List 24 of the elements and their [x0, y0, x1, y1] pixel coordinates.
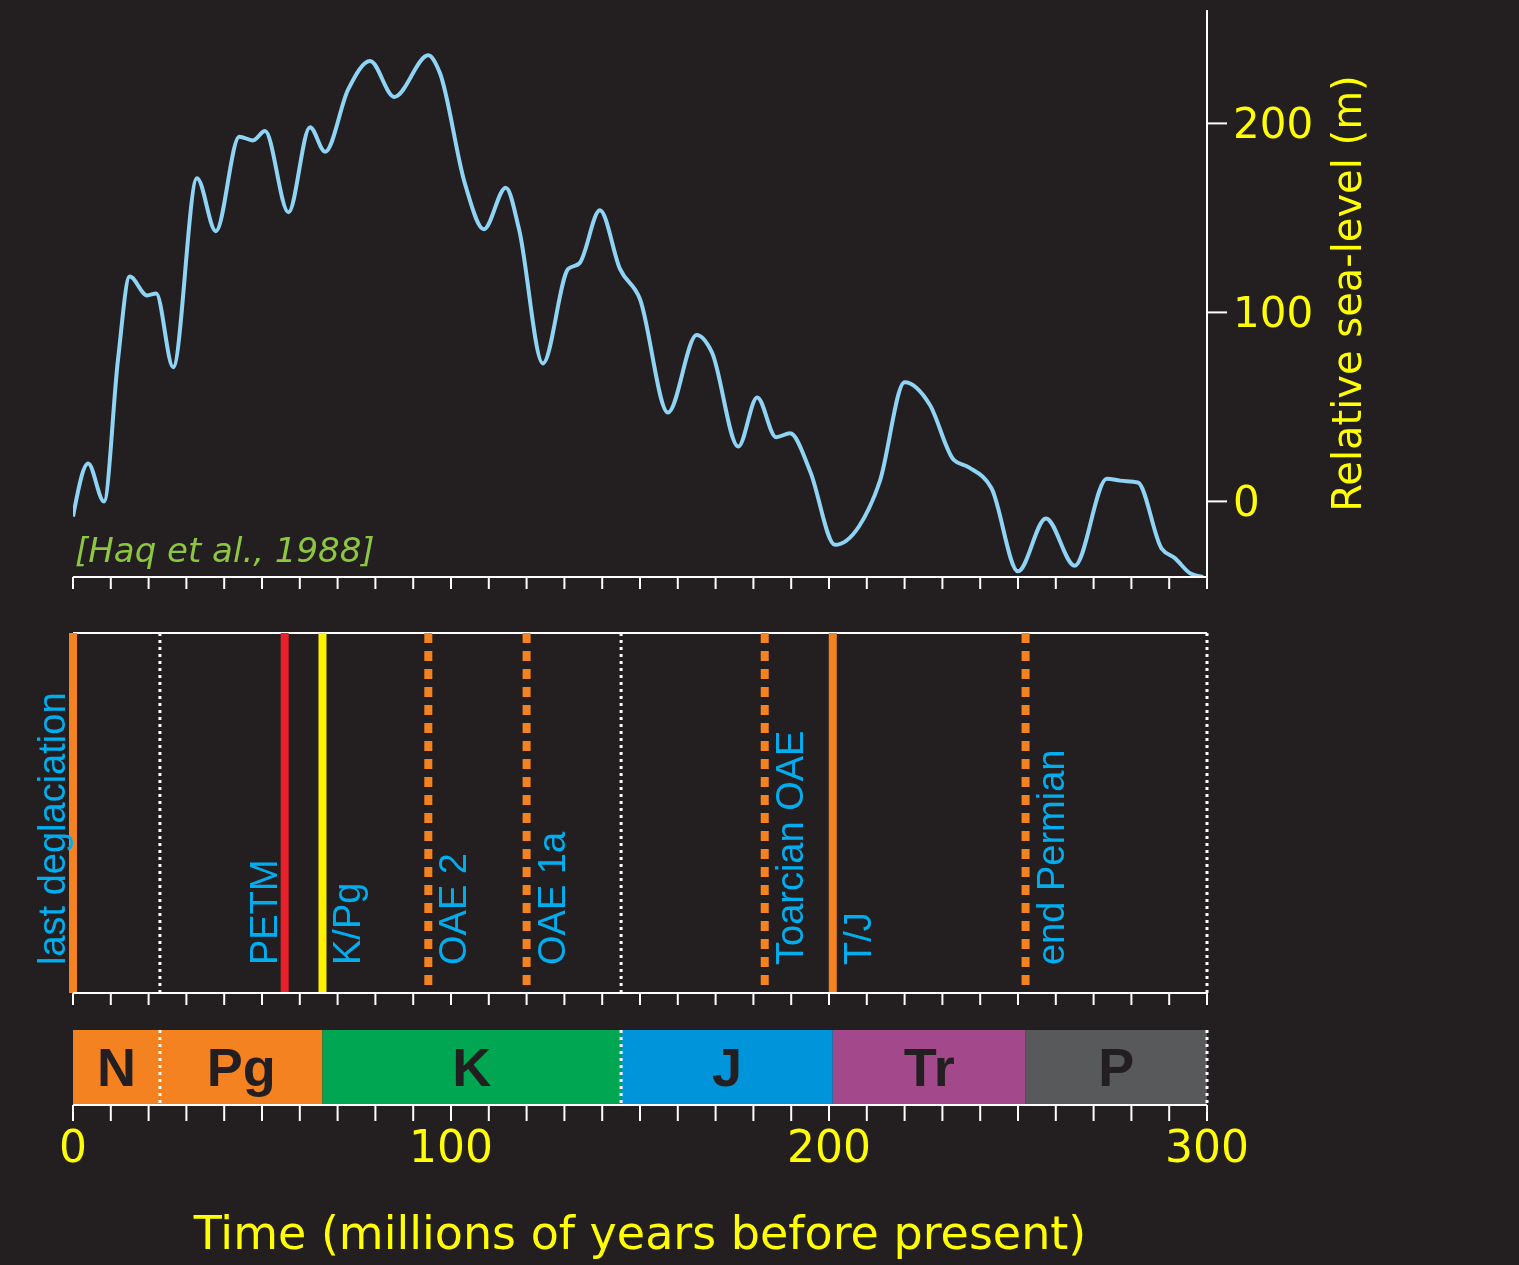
ref-line-label: OAE 1a: [530, 831, 573, 965]
x-axis-title: Time (millions of years before present): [192, 1206, 1087, 1260]
x-tick-label: 100: [409, 1121, 493, 1173]
ref-line-label: K/Pg: [326, 882, 369, 965]
series-label: J: [711, 1037, 742, 1098]
y-tick-label: 200: [1233, 99, 1314, 149]
y-axis-title: Relative sea-level (m): [1324, 75, 1371, 512]
y-tick-label: 100: [1233, 288, 1314, 338]
ref-line-label: Toarcian OAE: [768, 730, 811, 965]
x-tick-label: 0: [59, 1121, 87, 1173]
series-label: Pg: [206, 1037, 276, 1098]
ref-line-label: PETM: [242, 859, 285, 965]
series-label: N: [96, 1037, 136, 1098]
y-tick-label: 0: [1233, 477, 1260, 527]
series-label: P: [1098, 1037, 1135, 1098]
series-label: K: [452, 1037, 492, 1098]
x-tick-label: 200: [787, 1121, 871, 1173]
ref-line-label: OAE 2: [432, 853, 475, 965]
x-tick-label: 300: [1165, 1121, 1249, 1173]
annotation: [Haq et al., 1988]: [75, 530, 375, 570]
series-label: Tr: [903, 1037, 955, 1098]
ref-line-label: T/J: [836, 912, 879, 965]
ref-line-label: end Permian: [1029, 749, 1072, 965]
ref-line-label: last deglaciation: [31, 692, 73, 965]
